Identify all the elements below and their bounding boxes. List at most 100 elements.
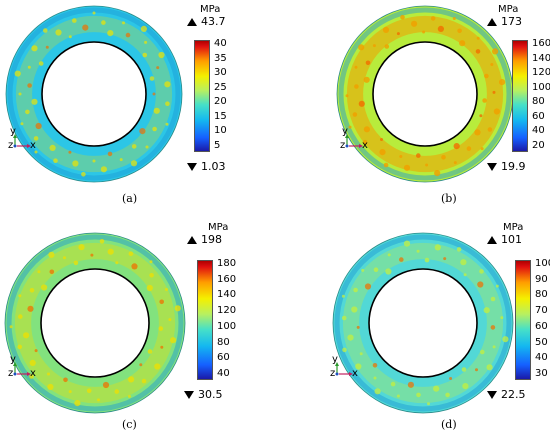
hot-spot (165, 288, 168, 291)
hot-spot (82, 24, 89, 31)
hot-spot (90, 253, 94, 257)
hot-spot (29, 288, 35, 293)
axis-y-label: y (10, 126, 16, 137)
hot-spot (78, 244, 85, 251)
hot-spot (29, 359, 36, 366)
hot-spot (358, 44, 365, 51)
hot-spot (434, 170, 441, 177)
hot-spot (47, 372, 50, 376)
hot-spot (68, 390, 72, 394)
hot-spot (174, 305, 181, 312)
hot-spot (140, 25, 147, 32)
colorbar-tick-label: 100 (532, 81, 550, 93)
hot-spot (149, 260, 153, 264)
stress-ring-b (336, 5, 514, 183)
hot-spot (492, 90, 496, 94)
axis-x-label: x (30, 140, 36, 151)
hot-spot (72, 160, 79, 167)
hot-spot (114, 389, 120, 394)
hot-spot (373, 267, 379, 272)
hot-spot (407, 381, 414, 388)
mid-band (342, 242, 504, 404)
hot-spot (416, 249, 420, 253)
axis-y-label: y (10, 354, 16, 365)
unit-label: MPa (503, 222, 524, 233)
hot-spot (483, 307, 490, 314)
hot-spot (165, 122, 169, 126)
hot-spot (479, 269, 484, 274)
hot-spot (490, 63, 494, 66)
hot-spot (63, 377, 68, 383)
hot-spot (29, 374, 34, 379)
hot-spot (168, 318, 172, 322)
hot-spot (35, 122, 42, 130)
hot-spot (18, 92, 22, 96)
max-triangle-icon (487, 18, 497, 26)
colorbar-tick-label: 30 (214, 67, 227, 79)
hot-spot (462, 383, 469, 390)
hot-spot (500, 316, 504, 320)
hot-spot (424, 257, 430, 263)
hot-spot (27, 83, 32, 88)
hot-spot (396, 394, 400, 398)
hot-spot (38, 61, 44, 66)
hot-spot (127, 394, 131, 398)
hot-spot (352, 112, 358, 117)
hot-spot (37, 270, 41, 274)
hot-spot (486, 364, 493, 371)
hot-spot (403, 164, 411, 171)
hot-spot (475, 49, 481, 54)
hot-spot (480, 147, 484, 151)
hot-spot (158, 51, 165, 59)
hot-spot (25, 109, 30, 115)
hot-spot (128, 251, 134, 256)
hot-spot (81, 172, 86, 177)
outer-band (7, 7, 181, 181)
hot-spot (479, 114, 483, 118)
colorbar-tick-label: 120 (532, 67, 550, 79)
hot-spot (476, 36, 480, 40)
hot-spot (18, 314, 23, 319)
hot-spot (45, 45, 49, 49)
axis-x-label: x (30, 368, 36, 379)
hot-spot (359, 352, 363, 356)
inner-hole (41, 41, 147, 147)
max-triangle-icon (487, 236, 497, 244)
hot-spot (362, 139, 368, 145)
hot-spot (459, 40, 466, 47)
max-value: 101 (487, 233, 522, 246)
colorbar-tick-label: 40 (214, 38, 227, 49)
hot-spot (499, 79, 506, 86)
mid-band (346, 15, 504, 173)
colorbar-tick-label: 60 (535, 320, 548, 332)
hot-spot (363, 126, 370, 133)
panel-d: MPa 101 100 90 80 70 60 50 40 30 22.5 yz x (d) (275, 218, 550, 435)
hot-spot (372, 363, 378, 368)
hot-spot (456, 247, 462, 252)
hot-spot (382, 26, 390, 33)
hot-spot (492, 48, 499, 55)
caption-c: (c) (122, 418, 137, 431)
inner-hole (372, 41, 478, 147)
hot-spot (31, 45, 38, 52)
hot-spot (380, 138, 383, 141)
colorbar-tick-label: 100 (535, 258, 550, 269)
hot-spot (153, 107, 160, 114)
hot-spot (47, 383, 54, 391)
hot-spot (170, 337, 177, 344)
colorbar-tick-label: 25 (214, 81, 227, 93)
colorbar-tick-label: 35 (214, 52, 227, 64)
hot-spot (68, 150, 72, 154)
hot-spot (466, 146, 472, 151)
hot-spot (131, 263, 138, 270)
hot-spot (487, 127, 493, 132)
hot-spot (107, 151, 113, 157)
hot-spot (361, 268, 365, 272)
hot-spot (363, 76, 370, 83)
hot-spot (27, 305, 34, 312)
max-value: 43.7 (187, 15, 226, 28)
colorbar-tick-label: 40 (217, 368, 230, 379)
hot-spot (384, 44, 390, 49)
hot-spot (399, 155, 403, 158)
hot-spot (159, 299, 164, 305)
